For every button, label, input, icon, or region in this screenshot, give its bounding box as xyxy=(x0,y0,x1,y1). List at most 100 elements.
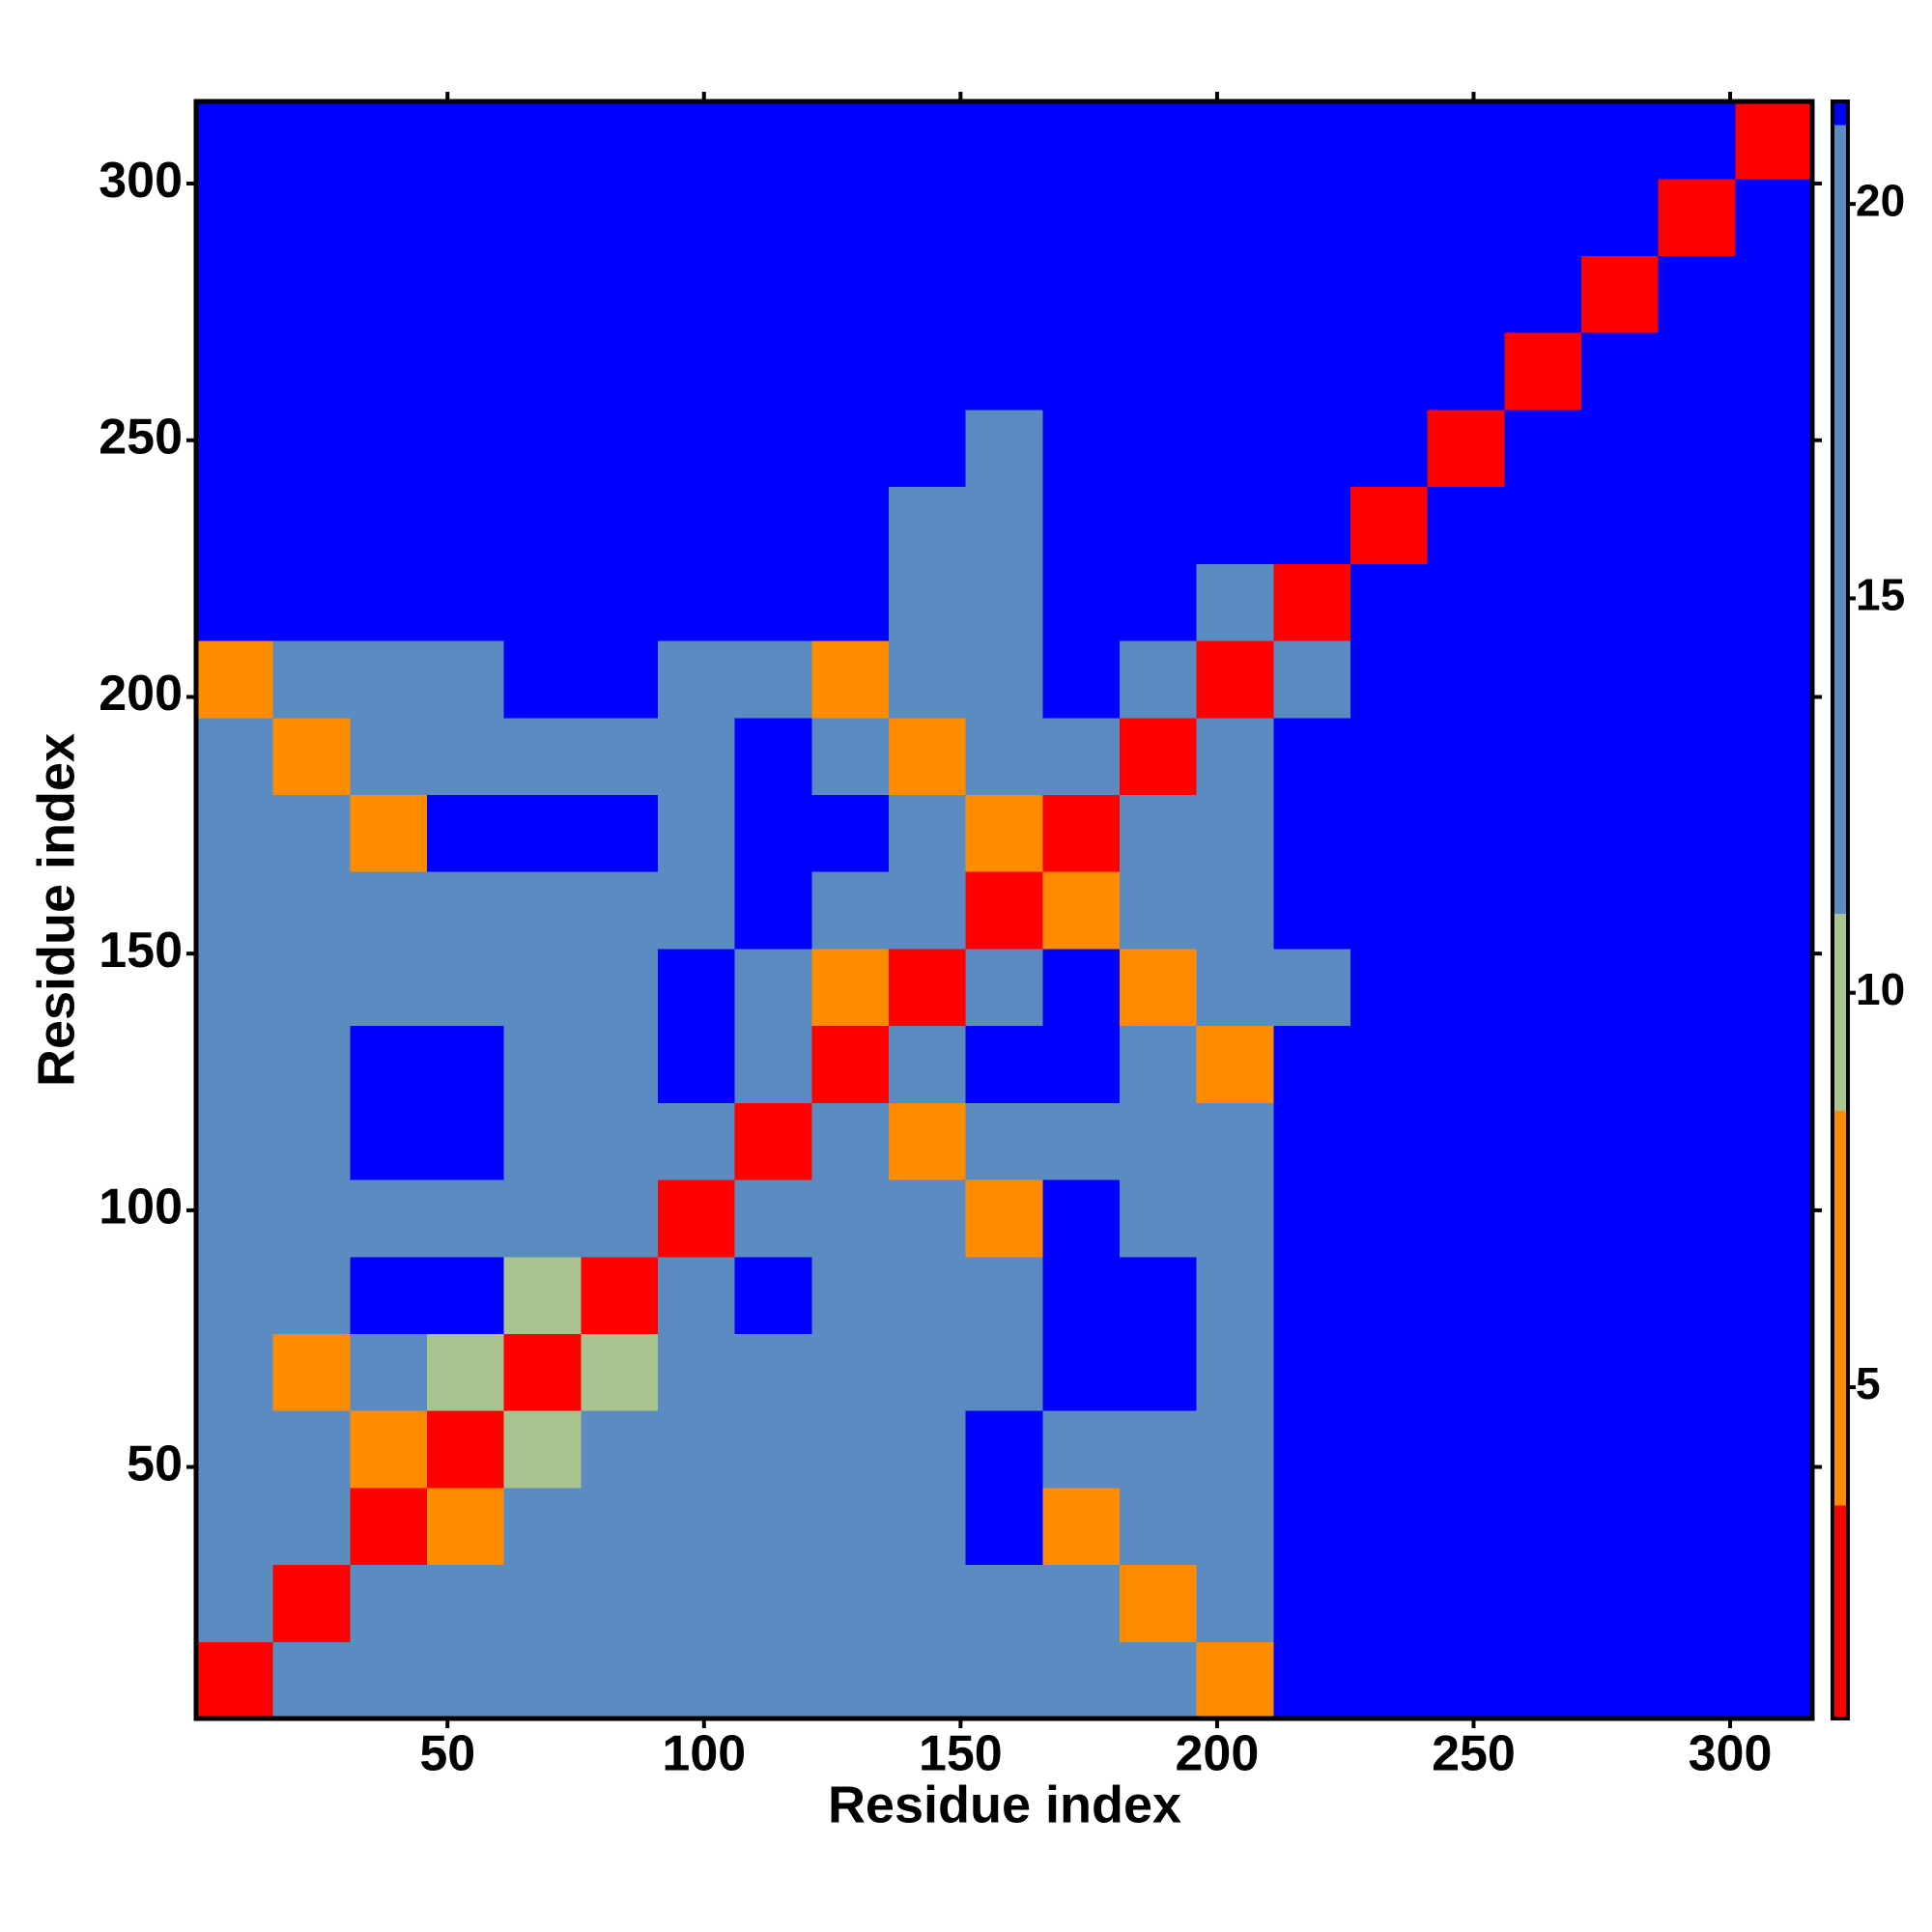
heatmap-cell xyxy=(427,717,505,796)
heatmap-cell xyxy=(1196,255,1274,333)
heatmap-cell xyxy=(889,1410,967,1489)
heatmap-cell xyxy=(734,717,812,796)
heatmap-cell xyxy=(427,640,505,719)
heatmap-cell xyxy=(1504,255,1582,333)
heatmap-cell xyxy=(1120,1410,1198,1489)
heatmap-cell xyxy=(658,1487,736,1566)
heatmap-cell xyxy=(965,717,1043,796)
heatmap-cell xyxy=(503,640,582,719)
colorbar-frame xyxy=(1831,99,1850,1720)
heatmap-cell xyxy=(1120,1102,1198,1180)
heatmap-cell xyxy=(1350,1025,1429,1103)
heatmap-cell xyxy=(1581,1256,1660,1335)
heatmap-cell xyxy=(965,1410,1043,1489)
heatmap-cell xyxy=(1735,178,1813,257)
heatmap-cell xyxy=(1658,1256,1736,1335)
heatmap-cell xyxy=(581,1564,659,1642)
heatmap-cell xyxy=(581,409,659,488)
heatmap-cell xyxy=(1350,1256,1429,1335)
heatmap-cell xyxy=(1735,332,1813,411)
heatmap-cell xyxy=(1273,1410,1351,1489)
heatmap-cell xyxy=(1581,1487,1660,1566)
heatmap-cell xyxy=(889,332,967,411)
heatmap-cell xyxy=(350,409,428,488)
heatmap-cell xyxy=(1120,640,1198,719)
heatmap-cell xyxy=(889,255,967,333)
heatmap-cell xyxy=(1196,486,1274,564)
heatmap-cell xyxy=(889,178,967,257)
heatmap-cell xyxy=(427,101,505,180)
heatmap-cell xyxy=(1196,1179,1274,1258)
heatmap-cell xyxy=(427,871,505,950)
heatmap-cell xyxy=(1427,717,1505,796)
heatmap-cell xyxy=(1273,640,1351,719)
heatmap-cell xyxy=(1735,1333,1813,1411)
heatmap-cell xyxy=(350,1333,428,1411)
x-tick-label: 50 xyxy=(419,1726,475,1782)
heatmap-cell xyxy=(965,1179,1043,1258)
heatmap-cell xyxy=(350,717,428,796)
heatmap-cell xyxy=(272,948,351,1027)
heatmap-cell xyxy=(1581,1564,1660,1642)
heatmap-cell xyxy=(272,255,351,333)
heatmap-cell xyxy=(811,563,890,641)
heatmap-cell xyxy=(1350,1410,1429,1489)
heatmap-cell xyxy=(1273,1256,1351,1335)
heatmap-cell xyxy=(889,486,967,564)
heatmap-cell xyxy=(1735,1641,1813,1719)
heatmap-cell xyxy=(1658,948,1736,1027)
heatmap-cell xyxy=(427,948,505,1027)
heatmap-cell xyxy=(196,563,274,641)
heatmap-cell xyxy=(658,1564,736,1642)
heatmap-cell xyxy=(350,101,428,180)
heatmap-cell xyxy=(1196,1102,1274,1180)
heatmap-cell xyxy=(734,871,812,950)
heatmap-cell xyxy=(1658,871,1736,950)
heatmap-cell xyxy=(1273,1333,1351,1411)
heatmap-cell xyxy=(889,409,967,488)
heatmap-cell xyxy=(1042,1256,1121,1335)
heatmap-cell xyxy=(734,794,812,872)
heatmap-cell xyxy=(965,871,1043,950)
heatmap-cell xyxy=(1581,871,1660,950)
heatmap-cell xyxy=(272,1410,351,1489)
heatmap-cell xyxy=(1273,332,1351,411)
colorbar-band xyxy=(1833,125,1848,915)
heatmap-cell xyxy=(1735,1564,1813,1642)
x-tick-label: 200 xyxy=(1176,1726,1260,1782)
y-tick-label: 150 xyxy=(99,923,183,979)
heatmap-cell xyxy=(581,717,659,796)
heatmap-cell xyxy=(1427,1333,1505,1411)
heatmap-cell xyxy=(1735,1025,1813,1103)
heatmap-cell xyxy=(811,178,890,257)
heatmap-cell xyxy=(734,486,812,564)
heatmap-cell xyxy=(581,640,659,719)
heatmap-cell xyxy=(1735,101,1813,180)
heatmap-cell xyxy=(1042,1179,1121,1258)
heatmap-cell xyxy=(1350,332,1429,411)
heatmap-cell xyxy=(1581,563,1660,641)
heatmap-cell xyxy=(196,101,274,180)
heatmap-cell xyxy=(350,948,428,1027)
heatmap-cell xyxy=(965,563,1043,641)
heatmap-cell xyxy=(811,948,890,1027)
heatmap-cell xyxy=(1273,1102,1351,1180)
heatmap-cell xyxy=(1504,1025,1582,1103)
heatmap-cell xyxy=(1504,178,1582,257)
heatmap-cell xyxy=(427,1641,505,1719)
heatmap-cell xyxy=(196,1564,274,1642)
heatmap-cell xyxy=(350,1102,428,1180)
heatmap-cell xyxy=(1735,486,1813,564)
heatmap-cell xyxy=(427,409,505,488)
heatmap-cell xyxy=(1658,1179,1736,1258)
heatmap-cell xyxy=(427,255,505,333)
heatmap-cell xyxy=(1273,101,1351,180)
heatmap-cell xyxy=(1735,717,1813,796)
heatmap-cell xyxy=(1658,486,1736,564)
heatmap-cell xyxy=(1581,1333,1660,1411)
heatmap-cell xyxy=(889,640,967,719)
heatmap-cell xyxy=(734,1641,812,1719)
heatmap-cell xyxy=(811,871,890,950)
heatmap-cell xyxy=(811,1102,890,1180)
heatmap-cell xyxy=(734,1564,812,1642)
